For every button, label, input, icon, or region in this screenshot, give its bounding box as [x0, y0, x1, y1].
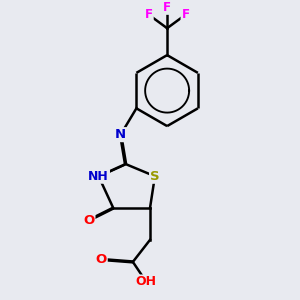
- Text: F: F: [163, 1, 171, 14]
- Text: N: N: [115, 128, 126, 141]
- Text: S: S: [150, 170, 160, 183]
- Text: NH: NH: [88, 170, 109, 183]
- Text: F: F: [182, 8, 190, 21]
- Text: OH: OH: [136, 275, 157, 289]
- Text: O: O: [95, 253, 107, 266]
- Text: O: O: [83, 214, 94, 227]
- Text: F: F: [145, 8, 153, 21]
